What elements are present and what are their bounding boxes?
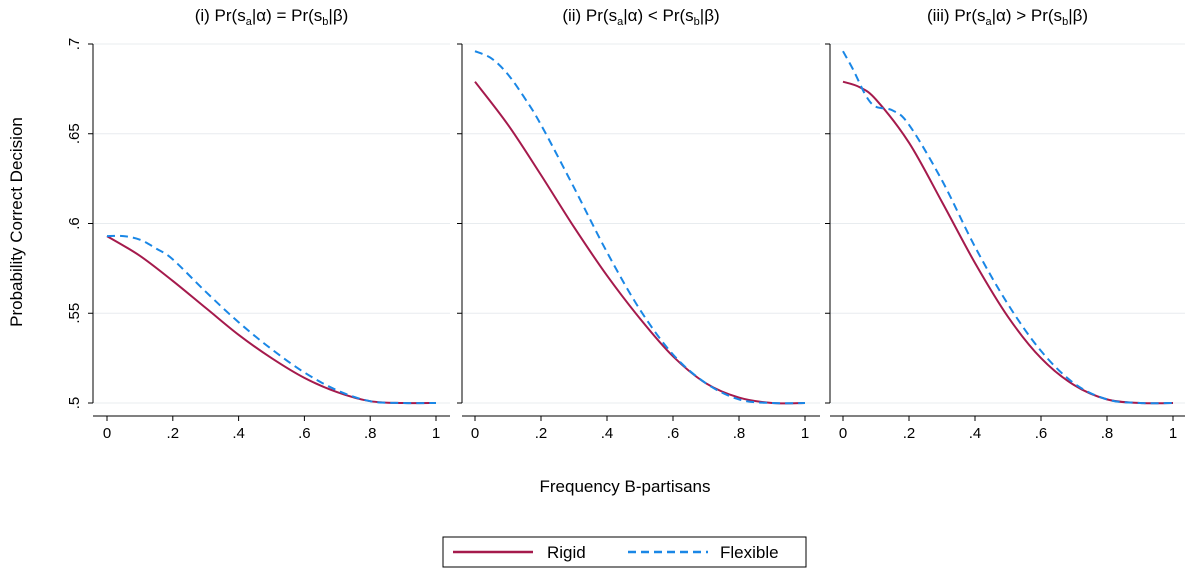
panels: .5 .55 .6 .65 .7 0 .2 .4 .6 .8 1 (i) Pr(sa|α) = Pr(… (66, 6, 1185, 442)
y-tick-label: .7 (66, 38, 83, 51)
panel-3: 0 .2 .4 .6 .8 1 (iii) Pr(sa|α) > Pr(sb|β) (825, 6, 1185, 442)
x-tick-label: 0 (103, 425, 111, 442)
x-tick-label: .4 (969, 425, 982, 442)
x-tick-label: .2 (535, 425, 548, 442)
y-axis-label: Probability Correct Decision (7, 117, 26, 327)
panel-2: 0 .2 .4 .6 .8 1 (ii) Pr(sa|α) < Pr(sb|β) (457, 6, 820, 442)
x-tick-label: .6 (1035, 425, 1048, 442)
x-tick-label: .2 (903, 425, 916, 442)
x-tick-label: .2 (167, 425, 180, 442)
x-tick-label: 1 (432, 425, 440, 442)
legend: Rigid Flexible (442, 536, 807, 568)
x-axis-label: Frequency B-partisans (539, 477, 710, 496)
legend-label-rigid: Rigid (547, 543, 586, 562)
x-tick-label: .8 (733, 425, 746, 442)
x-tick-label: .6 (298, 425, 311, 442)
series-line-rigid (106, 235, 437, 405)
series-line-flexible (106, 234, 437, 405)
y-tick-label: .55 (66, 303, 83, 324)
panel-title: (i) Pr(sa|α) = Pr(sb|β) (195, 6, 349, 28)
x-tick-label: .8 (1101, 425, 1114, 442)
x-tick-label: 0 (471, 425, 479, 442)
x-tick-label: 0 (839, 425, 847, 442)
x-tick-label: .6 (667, 425, 680, 442)
series-line-rigid (842, 80, 1174, 405)
y-tick-label: .65 (66, 123, 83, 144)
legend-label-flexible: Flexible (720, 543, 779, 562)
x-tick-label: .4 (232, 425, 245, 442)
x-tick-label: 1 (801, 425, 809, 442)
x-tick-label: .4 (601, 425, 614, 442)
panel-1: .5 .55 .6 .65 .7 0 .2 .4 .6 .8 1 (i) Pr(sa|α) = Pr(… (66, 6, 450, 442)
y-tick-label: .6 (66, 217, 83, 230)
series-line-rigid (474, 81, 806, 405)
x-tick-label: .8 (364, 425, 377, 442)
x-tick-label: 1 (1169, 425, 1177, 442)
panel-title: (ii) Pr(sa|α) < Pr(sb|β) (562, 6, 719, 28)
series-line-flexible (474, 50, 806, 405)
series-line-flexible (842, 50, 1174, 405)
y-tick-label: .5 (66, 397, 83, 410)
panel-title: (iii) Pr(sa|α) > Pr(sb|β) (927, 6, 1088, 28)
